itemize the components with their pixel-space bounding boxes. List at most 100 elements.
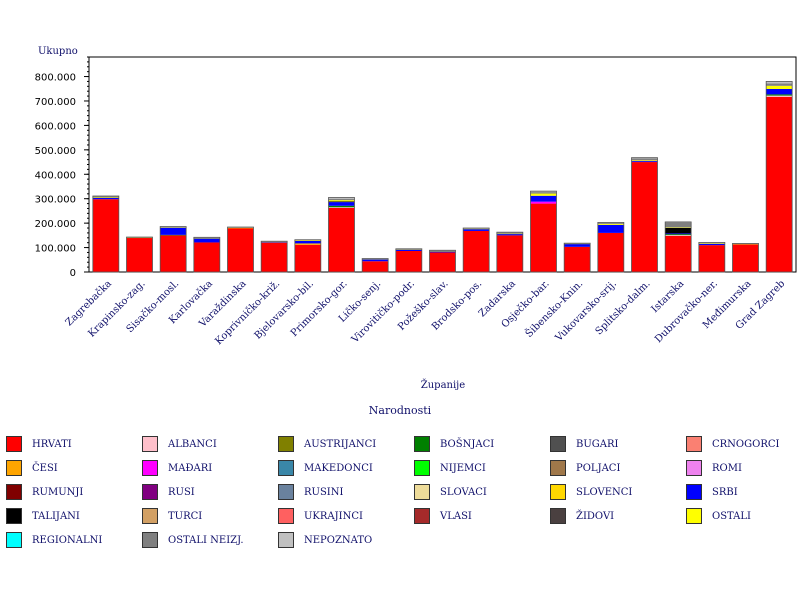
x-axis-label: Županije [421,379,465,391]
bar-segment [766,94,793,96]
bar-outline [260,240,288,273]
legend-item: SLOVACI [414,483,487,501]
bar-segment [530,192,557,194]
bar-segment [193,238,220,243]
y-tick-label: 500.000 [35,146,76,157]
legend-item: MAĐARI [142,459,212,477]
legend-swatch [686,508,702,524]
bar-segment [665,227,692,234]
x-tick-label: Virovitičko-podr. [349,278,417,346]
bar-outline [732,243,759,273]
legend-item: SRBI [686,483,738,501]
legend-item: RUSI [142,483,195,501]
x-tick-label: Krapinsko-zag. [86,278,147,339]
bar-segment [766,96,793,273]
bar-segment [92,199,119,272]
legend-item: CRNOGORCI [686,435,779,453]
legend-item: POLJACI [550,459,620,477]
x-tick-label: Bjelovarsko-bil. [253,278,316,341]
bar-segment [496,233,523,236]
y-axis-label: Ukupno [38,46,78,57]
legend-label: SRBI [712,486,738,498]
legend-label: ŽIDOVI [576,510,615,522]
bar-segment [530,195,557,202]
legend-item: MAKEDONCI [278,459,373,477]
bar-stack [530,190,557,273]
bar-segment [193,242,220,272]
bar-segment [766,81,793,84]
legend-label: BUGARI [576,438,619,450]
legend-label: OSTALI NEIZJ. [168,534,244,546]
bar-outline [328,197,355,273]
legend-item: RUMUNJI [6,483,83,501]
legend-item: OSTALI [686,507,751,525]
bar-segment [294,240,321,244]
bar-segment [698,242,725,244]
bar-outline [496,231,524,273]
legend-label: NIJEMCI [440,462,486,474]
bar-segment [597,224,624,233]
legend-item: TALIJANI [6,507,80,525]
bar-segment [328,205,355,208]
bar-segment [766,89,793,95]
bar-stack [361,258,389,273]
y-tick-label: 800.000 [35,73,76,84]
bar-segment [126,237,153,272]
legend-swatch [686,484,702,500]
bar-segment [261,242,288,272]
bar-stack [294,239,322,273]
bar-segment [160,235,187,272]
legend-swatch [414,508,430,524]
legend-swatch [550,436,566,452]
legend-label: ROMI [712,462,742,474]
bar-segment [597,223,624,225]
bars [92,81,793,273]
legend-label: CRNOGORCI [712,438,780,450]
bar-segment [328,201,355,203]
bar-outline [126,236,153,273]
bar-segment [698,243,725,246]
legend-item: UKRAJINCI [278,507,363,525]
legend-swatch [142,460,158,476]
y-tick-label: 0 [70,268,76,279]
bar-stack [126,236,153,273]
legend-label: TURCI [168,510,203,522]
y-tick-label: 400.000 [35,170,76,181]
bar-stack [159,226,187,273]
legend-item: RUSINI [278,483,343,501]
bar-outline [92,195,120,273]
legend-swatch [414,436,430,452]
bar-segment [463,230,490,272]
legend-item: ALBANCI [142,435,217,453]
bar-segment [698,243,725,244]
legend-item: ROMI [686,459,742,477]
bar-outline [597,222,625,273]
bar-outline [395,248,423,273]
bar-outline [698,242,726,273]
bar-stack [462,227,490,273]
y-tick-label: 100.000 [35,244,76,255]
bar-segment [429,251,456,253]
bar-segment [631,160,658,162]
bar-outline [462,227,490,273]
bar-stack [227,226,254,273]
legend-label: SLOVENCI [576,486,633,498]
legend-label: ČESI [32,462,58,474]
bar-stack [597,222,625,273]
bar-segment [530,193,557,196]
legend-item: AUSTRIJANCI [278,435,376,453]
bar-segment [665,235,692,272]
bar-segment [732,244,759,272]
legend-swatch [6,484,22,500]
bar-stack [563,242,591,273]
legend-label: ALBANCI [168,438,217,450]
legend-swatch [6,436,22,452]
bar-segment [530,201,557,204]
bar-stack [429,249,456,273]
legend-label: BOŠNJACI [440,438,495,450]
bar-stack [395,248,423,273]
bar-segment [261,241,288,243]
y-tick-label: 600.000 [35,121,76,132]
bar-segment [395,249,422,251]
